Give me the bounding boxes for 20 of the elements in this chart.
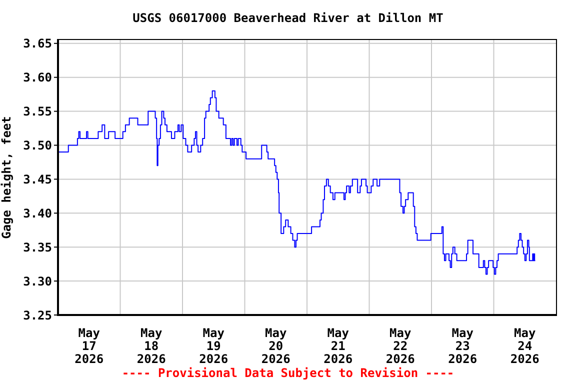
x-tick-label: May 19 2026 bbox=[199, 326, 228, 366]
y-tick-label: 3.25 bbox=[23, 308, 52, 322]
x-tick-label: May 22 2026 bbox=[386, 326, 415, 366]
x-tick-label: May 17 2026 bbox=[74, 326, 104, 366]
x-tick-label: May 24 2026 bbox=[510, 326, 540, 366]
y-tick-label: 3.65 bbox=[23, 36, 52, 51]
y-tick-label: 3.30 bbox=[23, 274, 52, 288]
x-tick-label: May 23 2026 bbox=[448, 326, 478, 366]
y-tick-label: 3.40 bbox=[23, 206, 52, 220]
text: ---- Provisional Data Subject to Revision ---- bbox=[120, 366, 456, 380]
y-axis-title: Gage height, feet bbox=[0, 116, 14, 239]
x-tick-label: May 20 2026 bbox=[261, 326, 290, 366]
y-tick-label: 3.55 bbox=[23, 104, 52, 119]
y-tick-label: 3.60 bbox=[23, 70, 52, 85]
y-tick-label: 3.35 bbox=[23, 240, 52, 254]
x-tick-label: May 18 2026 bbox=[136, 326, 166, 366]
y-tick-label: 3.45 bbox=[23, 172, 52, 186]
x-tick-label: May 21 2026 bbox=[324, 326, 353, 366]
chart-title: USGS 06017000 Beaverhead River at Dillon MT bbox=[132, 11, 444, 25]
y-tick-label: 3.50 bbox=[23, 138, 52, 153]
